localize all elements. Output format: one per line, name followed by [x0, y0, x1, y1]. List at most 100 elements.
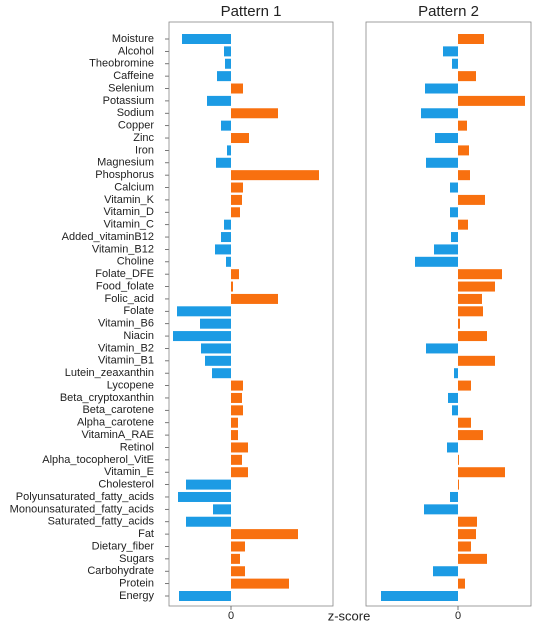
- bar: [458, 380, 471, 391]
- bar: [458, 71, 476, 82]
- bar: [231, 467, 248, 478]
- bar: [458, 318, 460, 329]
- y-tick-label: Sugars: [119, 553, 154, 565]
- bar: [458, 306, 483, 317]
- bar: [443, 46, 458, 57]
- bar: [426, 157, 458, 168]
- y-tick-label: Folic_acid: [104, 293, 154, 305]
- bar: [231, 405, 243, 416]
- y-tick-label: Folate_DFE: [95, 268, 154, 280]
- y-tick-label: Retinol: [120, 441, 154, 453]
- y-tick-label: Lutein_zeaxanthin: [65, 367, 154, 379]
- y-tick-label: Phosphorus: [95, 169, 154, 181]
- bar: [177, 306, 231, 317]
- bar: [231, 293, 278, 304]
- y-tick-label: Carbohydrate: [87, 565, 154, 577]
- bar: [458, 430, 483, 441]
- y-tick-label: Monounsaturated_fatty_acids: [10, 503, 155, 515]
- bar: [231, 454, 242, 465]
- bar: [231, 170, 319, 181]
- bar: [201, 343, 231, 354]
- bar: [200, 318, 231, 329]
- bar: [231, 442, 248, 453]
- y-tick-label: Vitamin_D: [103, 206, 154, 218]
- bar: [454, 368, 458, 379]
- bar: [450, 491, 458, 502]
- bar: [458, 417, 471, 428]
- bar: [447, 442, 458, 453]
- bar: [458, 541, 471, 552]
- bar: [221, 120, 231, 131]
- bar: [216, 157, 231, 168]
- y-tick-label: Added_vitaminB12: [62, 231, 154, 243]
- panel-frame: [365, 21, 532, 607]
- bar: [458, 529, 476, 540]
- y-tick-label: Niacin: [123, 330, 154, 342]
- bar: [448, 392, 458, 403]
- y-tick-label: Alpha_carotene: [77, 417, 154, 429]
- bar: [451, 232, 458, 243]
- bar: [458, 219, 468, 230]
- bar: [458, 269, 502, 280]
- bar: [458, 281, 495, 292]
- bar: [179, 591, 231, 601]
- bar: [186, 479, 231, 490]
- y-tick-label: Zinc: [133, 132, 154, 144]
- bar: [450, 182, 458, 193]
- bar: [231, 207, 240, 218]
- panel-title: Pattern 1: [221, 3, 282, 20]
- y-tick-label: Magnesium: [97, 157, 154, 169]
- bar: [458, 467, 505, 478]
- y-tick-label: Alcohol: [118, 45, 154, 57]
- y-tick-label: Protein: [119, 578, 154, 590]
- bar: [425, 83, 458, 94]
- bar: [231, 194, 242, 205]
- bar: [231, 553, 240, 564]
- y-tick-label: Lycopene: [107, 379, 154, 391]
- bar: [215, 244, 231, 255]
- y-tick-label: VitaminA_RAE: [81, 429, 154, 441]
- bar: [458, 355, 495, 366]
- bar: [458, 95, 525, 106]
- bar: [178, 491, 231, 502]
- y-tick-label: Saturated_fatty_acids: [48, 516, 155, 528]
- bar: [231, 529, 298, 540]
- y-tick-label: Food_folate: [96, 280, 154, 292]
- bar: [212, 368, 231, 379]
- bar: [231, 541, 245, 552]
- y-tick-label: Beta_carotene: [82, 404, 154, 416]
- bar: [458, 145, 469, 156]
- y-tick-label: Energy: [119, 590, 154, 602]
- bar: [186, 516, 231, 527]
- bar: [433, 566, 458, 577]
- y-tick-label: Selenium: [108, 82, 154, 94]
- y-tick-label: Sodium: [117, 107, 154, 119]
- bar: [458, 293, 482, 304]
- y-tick-label: Fat: [138, 528, 154, 540]
- bar: [227, 145, 231, 156]
- y-tick-label: Choline: [117, 256, 154, 268]
- bar: [213, 504, 231, 515]
- bar: [458, 194, 485, 205]
- y-tick-label: Cholesterol: [98, 479, 154, 491]
- x-tick-label: 0: [228, 610, 234, 622]
- bar: [450, 207, 458, 218]
- bar: [458, 454, 459, 465]
- bar: [231, 380, 243, 391]
- y-tick-label: Theobromine: [89, 58, 154, 70]
- y-tick-label: Moisture: [112, 33, 154, 45]
- bar: [458, 34, 484, 44]
- bar: [231, 430, 238, 441]
- bar: [458, 170, 470, 181]
- panel-frame: [168, 21, 334, 607]
- bar: [231, 578, 289, 589]
- bar: [452, 405, 458, 416]
- bar: [231, 83, 243, 94]
- y-tick-label: Vitamin_E: [104, 466, 154, 478]
- bar: [426, 343, 458, 354]
- bar: [182, 34, 231, 44]
- y-tick-label: Vitamin_K: [104, 194, 155, 206]
- bar: [231, 108, 278, 119]
